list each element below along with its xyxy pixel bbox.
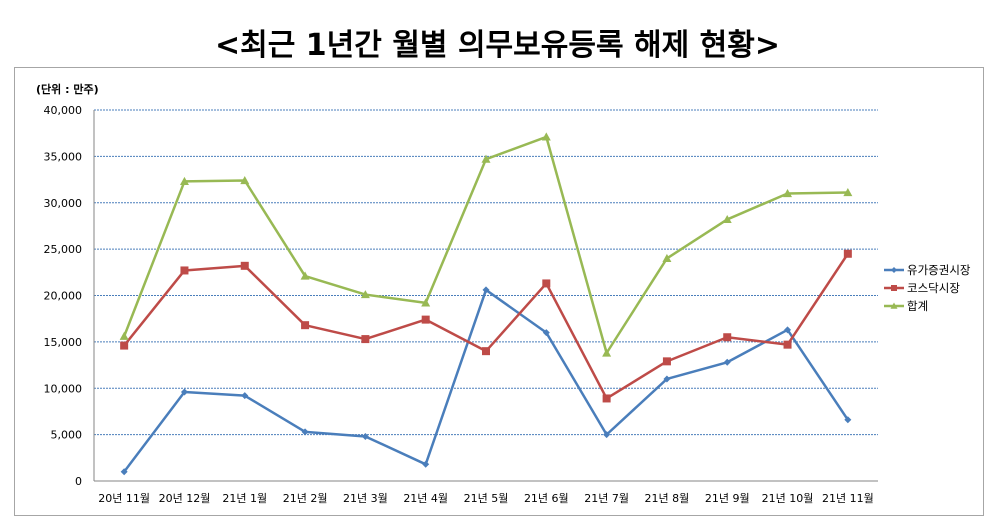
legend-item: 합계 [884, 299, 928, 313]
diamond-marker [301, 428, 309, 436]
x-tick-label: 21년 8월 [645, 492, 690, 505]
square-marker [723, 333, 732, 342]
x-tick-label: 20년 12월 [159, 492, 211, 505]
square-marker [602, 394, 611, 403]
unit-label: (단위 : 만주) [36, 82, 99, 96]
x-tick-label: 21년 2월 [283, 492, 328, 505]
y-tick-label: 20,000 [44, 290, 83, 303]
triangle-marker [481, 154, 491, 163]
x-tick-label: 21년 5월 [464, 492, 509, 505]
x-tick-label: 21년 6월 [524, 492, 569, 505]
triangle-marker [783, 188, 793, 198]
y-tick-label: 0 [75, 475, 82, 488]
x-axis-ticks: 20년 11월 20년 12월 21년 1월 21년 2월 21년 3월 21년 4월 21… [98, 492, 873, 505]
triangle-marker [240, 175, 250, 185]
series-square [120, 249, 852, 403]
square-marker [120, 341, 129, 350]
diamond-marker [723, 358, 731, 366]
legend-label: 합계 [907, 299, 928, 313]
triangle-marker [843, 188, 853, 197]
square-marker [301, 321, 310, 330]
series-line [123, 288, 849, 473]
diamond-marker [180, 388, 188, 396]
triangle-marker [300, 271, 310, 280]
square-marker [482, 347, 490, 356]
series-triangle [119, 132, 853, 357]
y-tick-label: 35,000 [44, 150, 83, 163]
diamond-marker [120, 468, 128, 476]
y-tick-label: 40,000 [44, 104, 83, 117]
series-line [122, 135, 848, 355]
triangle-marker [890, 302, 898, 309]
series-line [123, 253, 849, 400]
diamond-marker [784, 326, 792, 334]
triangle-marker [179, 176, 189, 186]
diamond-marker [241, 392, 249, 400]
triangle-marker [662, 253, 672, 262]
y-tick-label: 10,000 [44, 382, 83, 395]
y-tick-label: 25,000 [44, 243, 83, 256]
x-tick-label: 21년 9월 [705, 492, 750, 505]
legend-label: 유가증권시장 [907, 263, 971, 277]
square-marker [421, 315, 430, 324]
triangle-marker [119, 331, 129, 340]
square-marker [361, 335, 370, 344]
legend-item: 코스닥시장 [884, 281, 960, 295]
triangle-marker [602, 348, 612, 357]
square-marker [843, 249, 852, 258]
x-tick-label: 21년 4월 [403, 492, 448, 505]
diamond-marker [603, 431, 611, 439]
legend-label: 코스닥시장 [907, 281, 960, 295]
y-tick-label: 30,000 [44, 197, 83, 210]
series-lines [119, 132, 853, 476]
diamond-marker [542, 329, 550, 337]
diamond-marker [361, 432, 369, 440]
diamond-marker [844, 416, 852, 424]
y-tick-label: 5,000 [51, 429, 83, 442]
triangle-marker [360, 290, 370, 299]
x-tick-label: 20년 11월 [98, 492, 150, 505]
square-marker [180, 266, 189, 275]
triangle-marker [421, 298, 431, 307]
diamond-marker [482, 286, 490, 294]
diamond-marker [663, 375, 671, 383]
y-axis-ticks: 0 5,000 10,000 15,000 20,000 25,000 30,000 35,0… [44, 104, 83, 488]
chart-title: <최근 1년간 월별 의무보유등록 해제 현황> [215, 28, 780, 63]
x-tick-label: 21년 1월 [222, 492, 267, 505]
square-marker [240, 261, 249, 270]
triangle-marker [541, 132, 551, 141]
triangle-marker [722, 214, 732, 224]
x-tick-label: 21년 11월 [822, 492, 874, 505]
chart-frame [14, 67, 984, 516]
legend-item: 유가증권시장 [884, 263, 971, 277]
square-marker [662, 357, 671, 366]
diamond-marker [891, 267, 897, 273]
square-marker [783, 340, 792, 349]
x-tick-label: 21년 3월 [343, 492, 388, 505]
x-tick-label: 21년 7월 [584, 492, 629, 505]
diamond-marker [422, 460, 430, 468]
x-tick-label: 21년 10월 [762, 492, 814, 505]
series-diamond [120, 286, 852, 476]
square-marker [542, 279, 551, 288]
square-marker [891, 285, 897, 291]
y-tick-label: 15,000 [44, 336, 83, 349]
